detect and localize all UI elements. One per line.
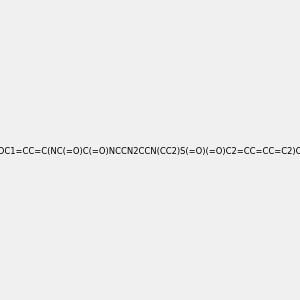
Text: CCOC1=CC=C(NC(=O)C(=O)NCCN2CCN(CC2)S(=O)(=O)C2=CC=CC=C2)C=C1: CCOC1=CC=C(NC(=O)C(=O)NCCN2CCN(CC2)S(=O)… <box>0 147 300 156</box>
